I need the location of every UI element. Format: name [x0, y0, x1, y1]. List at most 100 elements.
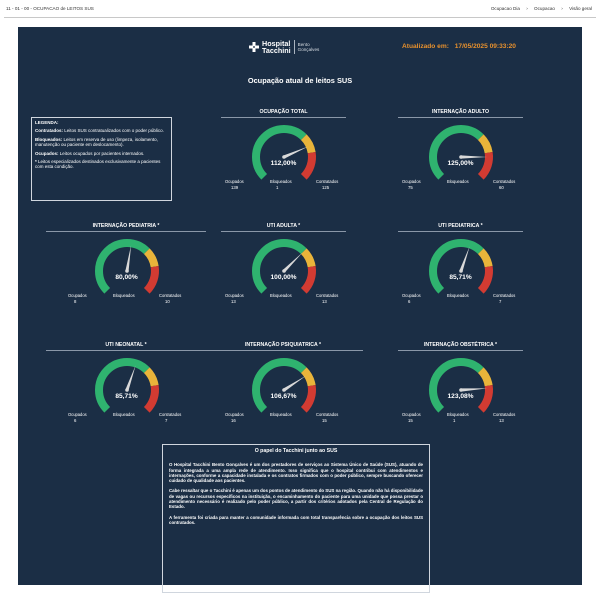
gauge-label-contracted: Contratados — [159, 293, 182, 298]
gauge-label-blocked: Bloqueados — [270, 293, 292, 298]
gauge-hub — [282, 155, 286, 159]
gauge-band-red — [143, 384, 159, 413]
gauge-label-contracted: Contratados — [493, 179, 516, 184]
gauge-band-green — [252, 125, 307, 180]
gauge-title: INTERNAÇÃO ADULTO — [432, 109, 489, 115]
topbar-actions: Ocupacao Dia › Ocupacao › Visão geral — [486, 6, 592, 11]
gauge-value-contracted: 7 — [499, 299, 502, 304]
gauge-percentage: 85,71% — [115, 393, 138, 400]
gauge-label-occupied: Ocupados — [225, 293, 244, 298]
gauge-label-blocked: Bloqueados — [447, 179, 469, 184]
gauge-band-green — [429, 125, 484, 180]
gauge-band-yellow — [300, 367, 316, 387]
gauge-percentage: 112,00% — [270, 160, 297, 167]
gauge-dial — [429, 239, 493, 294]
logo-separator — [293, 40, 295, 54]
gauge-band-green — [95, 358, 150, 413]
gauge-value-contracted: 10 — [165, 299, 170, 304]
gauge-percentage: 123,08% — [447, 393, 474, 400]
gauge-label-blocked: Bloqueados — [113, 412, 135, 417]
gauge-hub — [125, 388, 129, 392]
gauge-dial — [252, 358, 316, 413]
gauge-dial — [95, 239, 159, 294]
gauge-value-contracted: 15 — [322, 418, 327, 423]
gauge-label-contracted: Contratados — [159, 412, 182, 417]
gauge-label-contracted: Contratados — [316, 293, 339, 298]
gauge-label-occupied: Ocupados — [225, 412, 244, 417]
gauge-value-contracted: 125 — [322, 185, 330, 190]
gauge-band-red — [477, 384, 493, 413]
gauge-title-underline — [46, 350, 206, 351]
gauge-hub — [282, 388, 286, 392]
report-topbar: 11 - 01 - 00 - OCUPACAO de LEITOS SUS Oc… — [0, 0, 600, 18]
action-ocupacao[interactable]: Ocupacao — [534, 6, 555, 11]
gauge-hub — [459, 269, 463, 273]
info-paragraph: O Hospital Tacchini Bento Gonçalves é um… — [169, 462, 423, 484]
brand-sub1: Bento — [297, 42, 310, 47]
updated-timestamp: Atualizado em: 17/05/2025 09:33:20 — [402, 43, 516, 50]
page-title: Ocupação atual de leitos SUS — [247, 76, 353, 85]
legend-item: Ocupados: Leitos ocupados por pacientes … — [35, 150, 145, 156]
gauge-title: INTERNAÇÃO PSIQUIATRICA * — [244, 342, 322, 348]
dashboard-canvas: Hospital Tacchini Bento Gonçalves Atuali… — [18, 27, 582, 593]
gauge-band-green — [252, 239, 307, 294]
gauge-band-green — [252, 358, 307, 413]
gauge-percentage: 85,71% — [449, 274, 472, 281]
gauge-value-occupied: 13 — [231, 299, 236, 304]
gauge-band-green — [429, 239, 484, 294]
gauge-value-occupied: 16 — [231, 418, 236, 423]
legend-heading: LEGENDA: — [35, 120, 59, 125]
action-ocupacao-dia[interactable]: Ocupacao Dia — [490, 6, 520, 11]
brand-line1: Hospital — [262, 39, 291, 48]
info-title: O papel do Tacchini junto ao SUS — [254, 448, 338, 454]
brand-name: Hospital Tacchini — [262, 40, 291, 54]
gauge-band-red — [300, 151, 316, 180]
gauge-title-underline — [203, 350, 363, 351]
action-separator: › — [526, 6, 528, 11]
gauge-needle — [282, 252, 303, 273]
info-paragraph: Cabe ressaltar que o Tacchini é apenas u… — [169, 488, 423, 510]
gauge-value-occupied: 139 — [231, 185, 239, 190]
divider — [4, 17, 596, 18]
gauge-needle — [125, 245, 132, 272]
gauge-band-yellow — [300, 134, 316, 154]
gauge-dial — [429, 358, 493, 413]
hospital-cross-icon — [249, 42, 259, 52]
gauge-value-contracted: 13 — [499, 418, 504, 423]
gauge-title: INTERNAÇÃO PEDIATRIA * — [92, 223, 160, 229]
gauge-label-occupied: Ocupados — [68, 293, 87, 298]
gauge-label-contracted: Contratados — [493, 293, 516, 298]
gauge-title-underline — [398, 350, 523, 351]
gauge-ocupacao-total: OCUPAÇÃO TOTAL 112,00% Ocupados 139 Bloquead… — [221, 109, 346, 219]
gauge-band-yellow — [477, 134, 493, 154]
gauge-dial — [95, 358, 159, 413]
gauge-hub — [459, 388, 463, 392]
gauge-value-occupied: 75 — [408, 185, 413, 190]
action-separator: › — [561, 6, 563, 11]
gauge-band-yellow — [143, 248, 159, 268]
gauge-label-occupied: Ocupados — [402, 293, 421, 298]
gauge-needle — [283, 375, 306, 392]
gauge-value-contracted: 13 — [322, 299, 327, 304]
gauge-percentage: 100,00% — [270, 274, 297, 281]
gauge-label-blocked: Bloqueados — [447, 293, 469, 298]
gauge-band-red — [477, 265, 493, 294]
action-visao-geral[interactable]: Visão geral — [569, 6, 592, 11]
gauge-dial — [252, 239, 316, 294]
gauge-band-red — [143, 265, 159, 294]
gauge-needle — [125, 365, 136, 391]
gauge-label-blocked: Bloqueados — [270, 179, 292, 184]
gauge-band-green — [95, 239, 150, 294]
gauge-value-blocked: 1 — [453, 418, 456, 423]
gauge-value-occupied: 6 — [74, 418, 77, 423]
gauge-value-occupied: 8 — [74, 299, 77, 304]
gauge-title: OCUPAÇÃO TOTAL — [259, 109, 308, 115]
gauge-label-blocked: Bloqueados — [113, 293, 135, 298]
hospital-logo: Hospital Tacchini Bento Gonçalves — [249, 38, 319, 56]
gauge-label-contracted: Contratados — [316, 412, 339, 417]
gauge-band-yellow — [477, 367, 493, 387]
gauge-label-occupied: Ocupados — [402, 412, 421, 417]
gauge-label-occupied: Ocupados — [68, 412, 87, 417]
gauge-internacao-adulto: INTERNAÇÃO ADULTO 125,00% Ocupados 75 Bloque… — [398, 109, 523, 219]
brand-sub2: Gonçalves — [297, 47, 320, 52]
